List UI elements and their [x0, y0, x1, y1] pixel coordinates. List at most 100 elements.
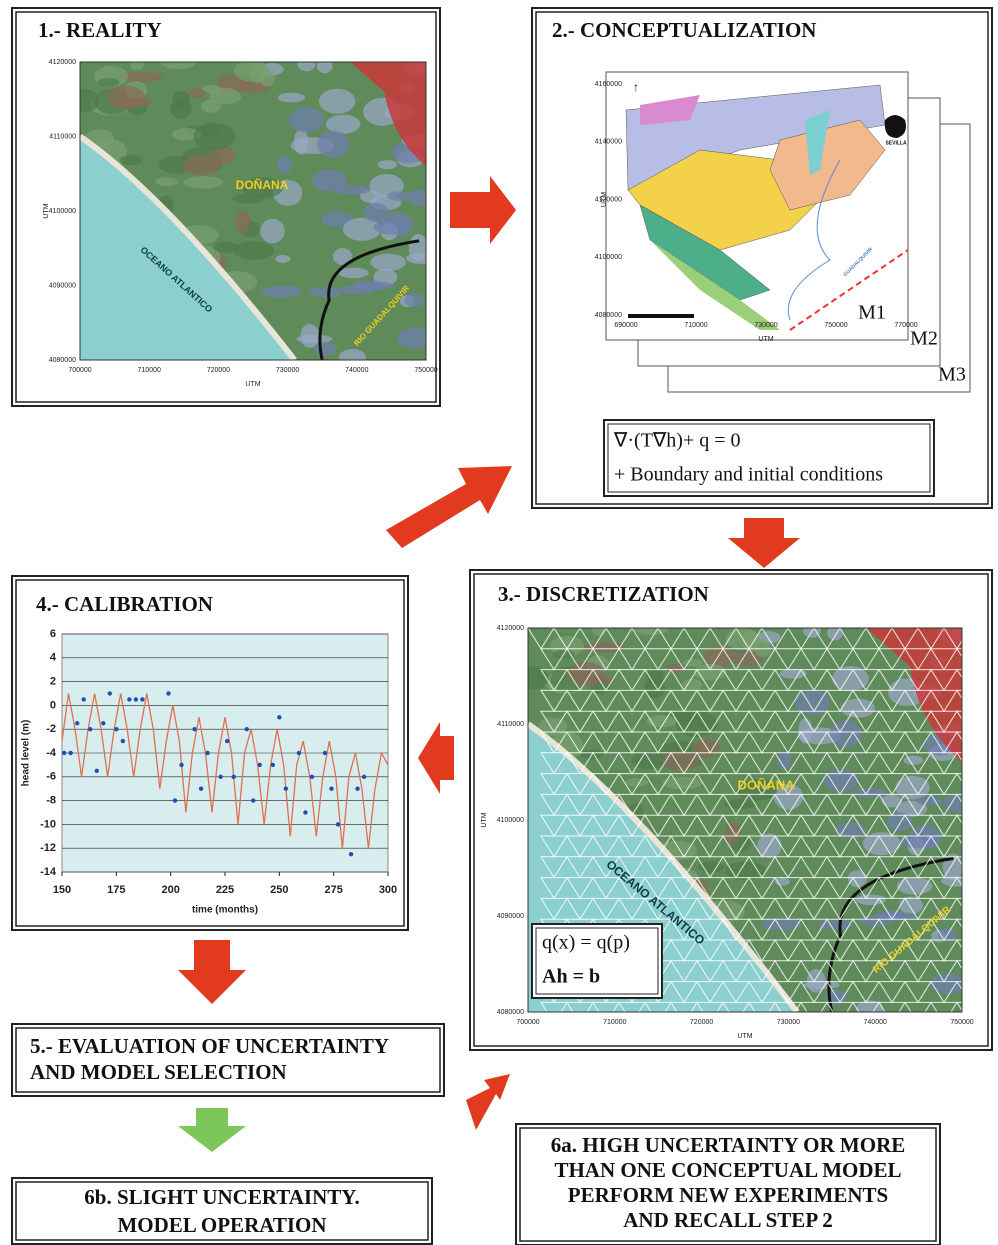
- y-tick-label: 4120000: [595, 196, 622, 203]
- map-label: DOÑANA: [737, 777, 795, 792]
- equation: ∇·(T∇h)+ q = 0: [613, 430, 741, 452]
- y-tick-label: 4120000: [497, 625, 524, 632]
- equation: q(x) = q(p): [542, 932, 630, 954]
- observed-point: [68, 751, 72, 755]
- y-tick-label: 4110000: [49, 133, 76, 140]
- terrain-patch: [275, 255, 290, 263]
- x-tick-label: 300: [379, 884, 397, 896]
- box-text: 5.- EVALUATION OF UNCERTAINTY: [30, 1034, 389, 1058]
- terrain-patch: [234, 60, 269, 82]
- terrain-patch: [698, 861, 724, 872]
- terrain-patch: [277, 156, 292, 173]
- terrain-patch: [209, 88, 242, 105]
- x-axis-label: UTM: [737, 1033, 752, 1040]
- terrain-patch: [780, 669, 807, 679]
- observed-point: [127, 697, 131, 701]
- x-axis-label: UTM: [758, 336, 773, 343]
- x-tick-label: 150: [53, 884, 71, 896]
- terrain-patch: [189, 89, 207, 98]
- observed-point: [284, 787, 288, 791]
- x-tick-label: 740000: [345, 367, 368, 374]
- observed-point: [231, 775, 235, 779]
- terrain-patch: [98, 78, 120, 87]
- terrain-patch: [409, 234, 429, 261]
- y-tick-label: 4100000: [595, 254, 622, 261]
- x-tick-label: 700000: [516, 1019, 539, 1026]
- y-tick-label: 4110000: [497, 721, 524, 728]
- x-tick-label: 710000: [603, 1019, 626, 1026]
- terrain-patch: [119, 98, 152, 106]
- observed-point: [101, 721, 105, 725]
- y-tick-label: -2: [46, 723, 56, 735]
- y-tick-label: 4080000: [49, 357, 76, 364]
- terrain-patch: [387, 191, 413, 201]
- terrain-patch: [882, 795, 902, 808]
- terrain-patch: [233, 241, 274, 260]
- observed-point: [362, 775, 366, 779]
- observed-point: [179, 763, 183, 767]
- terrain-patch: [120, 155, 143, 165]
- y-tick-label: 4100000: [49, 208, 76, 215]
- step-title: 3.- DISCRETIZATION: [498, 582, 709, 606]
- y-tick-label: 4080000: [497, 1009, 524, 1016]
- y-tick-label: -8: [46, 795, 56, 807]
- terrain-patch: [377, 160, 397, 169]
- observed-point: [225, 739, 229, 743]
- x-tick-label: 175: [107, 884, 125, 896]
- observed-point: [277, 715, 281, 719]
- model-label: M1: [858, 302, 886, 324]
- y-tick-label: -4: [46, 747, 57, 759]
- y-axis-label: head level (m): [21, 720, 32, 787]
- x-tick-label: 250: [270, 884, 288, 896]
- observed-point: [88, 727, 92, 731]
- terrain-patch: [155, 178, 178, 187]
- observed-point: [355, 787, 359, 791]
- model-label: M2: [910, 328, 938, 350]
- y-tick-label: 4: [50, 652, 57, 664]
- terrain-patch: [233, 194, 265, 204]
- terrain-patch: [107, 86, 145, 110]
- x-axis-label: time (months): [192, 905, 258, 916]
- observed-point: [297, 751, 301, 755]
- map-label: SEVILLA: [885, 140, 907, 146]
- observed-point: [199, 787, 203, 791]
- y-axis-label: UTM: [43, 203, 50, 218]
- box-text: 6b. SLIGHT UNCERTAINTY.: [84, 1185, 359, 1209]
- terrain-patch: [296, 335, 332, 343]
- y-axis-label: UTM: [481, 812, 488, 827]
- observed-point: [271, 763, 275, 767]
- x-tick-label: 730000: [754, 322, 777, 329]
- terrain-patch: [308, 287, 342, 298]
- terrain-patch: [317, 130, 349, 157]
- terrain-patch: [625, 778, 648, 787]
- observed-point: [329, 787, 333, 791]
- y-tick-label: -12: [40, 842, 56, 854]
- terrain-patch: [663, 777, 703, 789]
- terrain-patch: [170, 98, 192, 119]
- box-text: THAN ONE CONCEPTUAL MODEL: [554, 1158, 901, 1182]
- observed-point: [349, 852, 353, 856]
- y-tick-label: -6: [46, 771, 56, 783]
- x-tick-label: 720000: [207, 367, 230, 374]
- step-title: 4.- CALIBRATION: [36, 592, 213, 616]
- box-text: AND MODEL SELECTION: [30, 1060, 287, 1084]
- terrain-patch: [930, 974, 966, 995]
- observed-point: [134, 697, 138, 701]
- observed-point: [173, 798, 177, 802]
- x-tick-label: 750000: [950, 1019, 973, 1026]
- terrain-patch: [319, 89, 356, 114]
- x-tick-label: 275: [324, 884, 342, 896]
- observed-point: [114, 727, 118, 731]
- terrain-patch: [644, 677, 666, 698]
- x-tick-label: 750000: [414, 367, 437, 374]
- y-tick-label: 0: [50, 699, 56, 711]
- model-label: M3: [938, 364, 966, 386]
- terrain-patch: [294, 129, 308, 155]
- terrain-patch: [724, 799, 756, 809]
- x-tick-label: 730000: [777, 1019, 800, 1026]
- north-arrow: ↑: [633, 80, 639, 94]
- box-text: 6a. HIGH UNCERTAINTY OR MORE: [551, 1133, 906, 1157]
- city: [885, 115, 906, 138]
- terrain-patch: [682, 679, 702, 692]
- terrain-patch: [314, 341, 337, 356]
